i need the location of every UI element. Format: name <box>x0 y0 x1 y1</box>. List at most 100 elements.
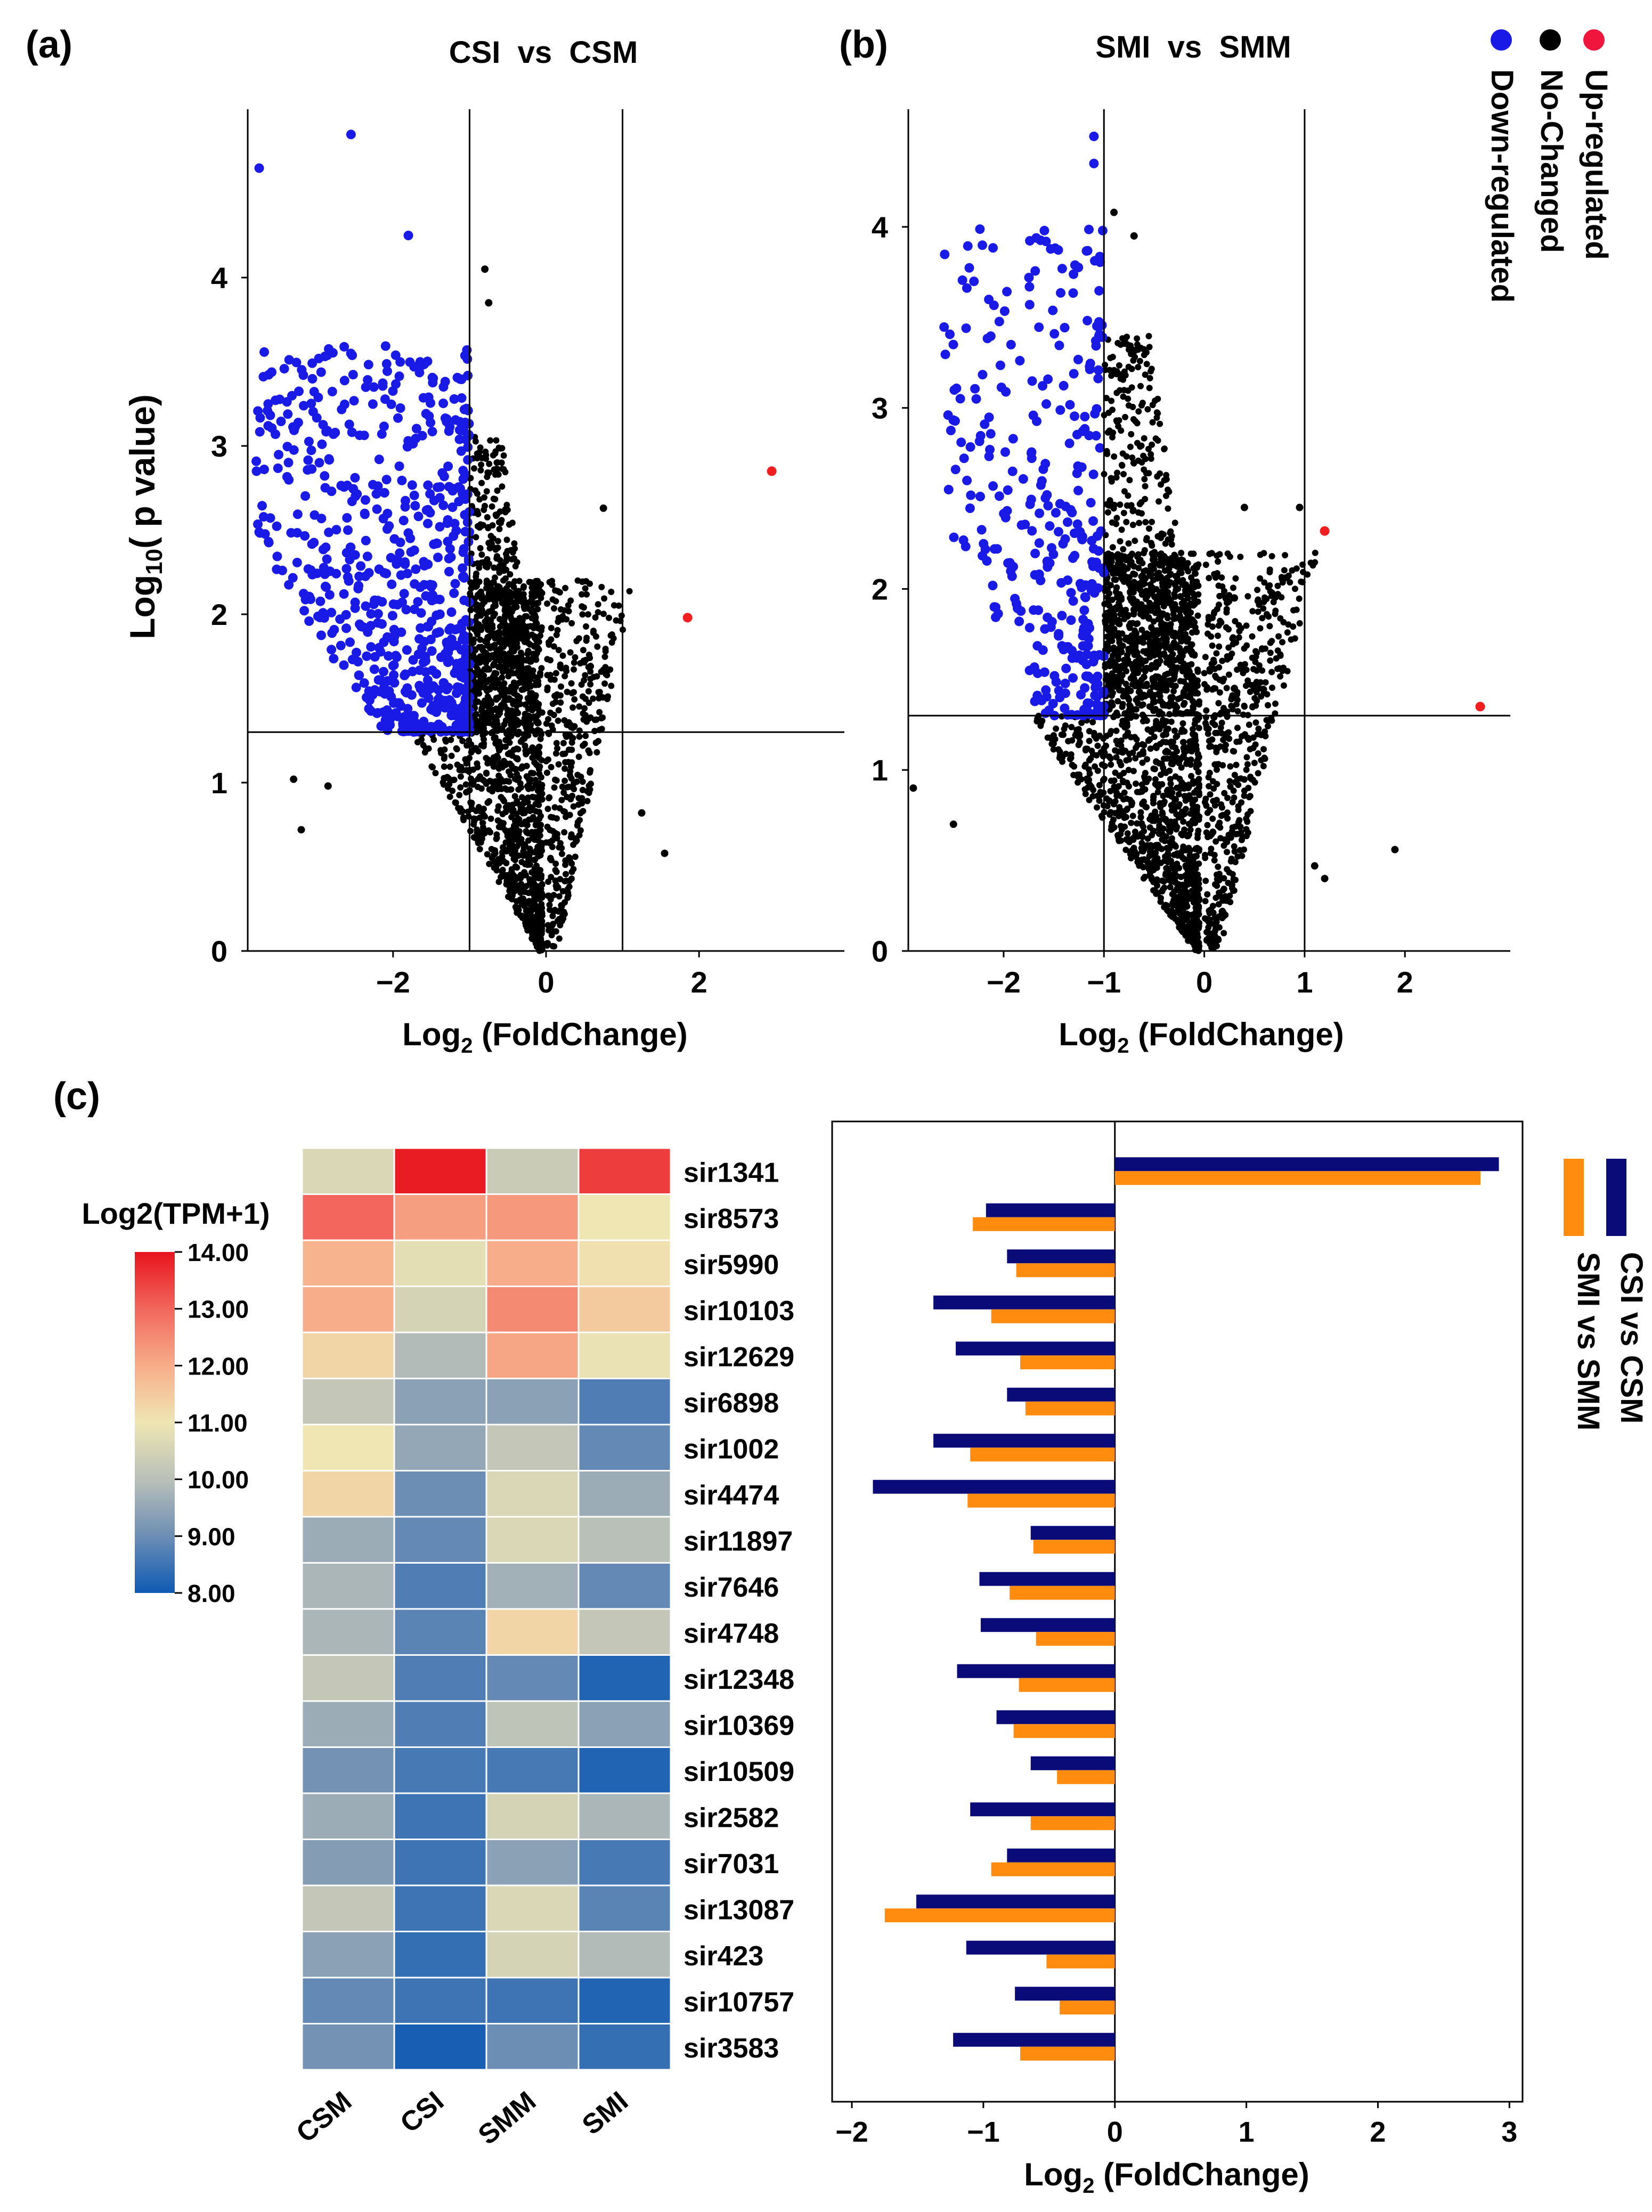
volcano-b-point-nochange <box>1155 599 1162 606</box>
volcano-a-point-nochange <box>552 867 559 874</box>
volcano-a-point-down <box>342 513 352 523</box>
volcano-b-point-nochange <box>1227 654 1233 661</box>
volcano-b-point-nochange <box>1265 613 1272 620</box>
volcano-b-point-nochange <box>1234 831 1241 837</box>
volcano-b-point-nochange <box>1192 881 1199 888</box>
volcano-a-point-nochange <box>561 829 568 836</box>
volcano-b-point-nochange <box>1179 720 1186 727</box>
volcano-a-point-nochange <box>561 765 568 772</box>
volcano-a-point-nochange <box>446 763 453 770</box>
volcano-a-point-down <box>434 719 444 729</box>
volcano-b-point-nochange <box>1186 847 1193 854</box>
volcano-b-point-nochange <box>1146 640 1153 647</box>
volcano-b-point-nochange <box>1260 598 1267 605</box>
volcano-a-point-nochange <box>601 653 608 660</box>
volcano-b-point-nochange <box>1216 643 1223 650</box>
volcano-b-point-nochange <box>1178 764 1185 771</box>
volcano-b-point-nochange <box>1153 637 1159 644</box>
volcano-b-point-nochange <box>1151 549 1158 556</box>
volcano-a-point-nochange <box>473 583 479 590</box>
volcano-a-point-nochange <box>519 895 526 902</box>
volcano-b-point-nochange <box>1231 848 1238 855</box>
volcano-a-point-nochange <box>492 740 499 747</box>
volcano-a-point-down <box>384 521 394 531</box>
volcano-a-point-down <box>284 580 294 590</box>
volcano-b-point-nochange <box>1113 792 1120 799</box>
volcano-a-point-nochange <box>517 738 524 745</box>
volcano-b-point-nochange <box>1195 760 1201 767</box>
volcano-b-point-nochange <box>1163 747 1170 754</box>
volcano-b-point-nochange <box>1125 767 1132 774</box>
volcano-b-point-nochange <box>1222 836 1228 843</box>
volcano-a-point-nochange <box>508 556 515 563</box>
volcano-a-point-down <box>435 482 445 492</box>
volcano-a-point-nochange <box>608 589 615 595</box>
volcano-b-point-nochange <box>1257 575 1264 582</box>
volcano-b-point-nochange <box>1180 752 1187 759</box>
volcano-b-point-nochange <box>1116 837 1122 844</box>
volcano-b-point-nochange <box>1149 844 1155 851</box>
volcano-b-point-nochange <box>1275 633 1282 640</box>
volcano-b-point-nochange <box>1128 431 1135 437</box>
volcano-b-point-nochange <box>1228 881 1235 888</box>
volcano-a-point-nochange <box>472 617 479 624</box>
volcano-a-point-nochange <box>519 629 526 636</box>
volcano-b-point-nochange <box>1106 730 1113 737</box>
volcano-a-point-down <box>318 608 328 618</box>
volcano-a-point-nochange <box>487 705 494 712</box>
volcano-a-point-nochange <box>477 444 484 451</box>
volcano-b-point-nochange <box>1112 618 1119 625</box>
volcano-b-point-nochange <box>1165 599 1172 606</box>
volcano-b-point-nochange <box>1233 639 1240 646</box>
volcano-b-point-nochange <box>1211 851 1218 858</box>
volcano-a-point-nochange <box>531 883 538 890</box>
volcano-a-point-nochange <box>511 793 518 800</box>
volcano-b-point-nochange <box>1094 792 1101 799</box>
volcano-a-point-nochange <box>474 490 481 497</box>
volcano-a-point-nochange <box>574 822 581 829</box>
volcano-a-point-nochange <box>538 627 544 634</box>
volcano-a-point-down <box>300 491 311 501</box>
volcano-a-point-nochange <box>536 728 543 735</box>
volcano-a-point-down <box>445 640 455 650</box>
volcano-b-point-nochange <box>1088 783 1095 790</box>
volcano-a-point-down <box>361 535 371 546</box>
volcano-b-point-nochange <box>1107 809 1114 816</box>
volcano-b-point-nochange <box>1122 733 1129 739</box>
volcano-a-point-down <box>417 430 427 441</box>
volcano-b-point-nochange <box>1265 723 1271 729</box>
volcano-b-point-nochange <box>1209 719 1216 726</box>
volcano-a-point-nochange <box>566 877 573 884</box>
volcano-a-point-nochange <box>539 847 546 854</box>
volcano-b-point-nochange <box>1202 562 1209 568</box>
volcano-a-point-down <box>446 607 457 617</box>
volcano-b-point-nochange <box>1194 682 1201 689</box>
volcano-a-point-down <box>304 436 314 446</box>
volcano-b-point-nochange <box>1194 717 1201 723</box>
volcano-a-point-down <box>396 627 406 637</box>
volcano-a-point-down <box>257 501 267 511</box>
volcano-a-point-down <box>432 669 442 679</box>
volcano-b-point-nochange <box>1114 810 1121 817</box>
volcano-a-point-nochange <box>585 700 592 706</box>
volcano-a-point-nochange <box>515 595 522 602</box>
volcano-b-point-nochange <box>1134 695 1141 702</box>
volcano-a-point-down <box>437 468 447 478</box>
volcano-a-point-nochange <box>486 719 493 726</box>
volcano-a-point-nochange <box>489 503 495 510</box>
volcano-b-point-nochange <box>1203 829 1210 836</box>
volcano-a-point-nochange <box>471 465 477 472</box>
volcano-b-point-nochange <box>1170 861 1177 868</box>
volcano-b-point-nochange <box>1233 701 1240 707</box>
volcano-b-point-nochange <box>1174 733 1181 739</box>
volcano-b-point-nochange <box>1089 719 1096 726</box>
volcano-a-point-down <box>293 418 303 428</box>
volcano-a-point-nochange <box>553 739 560 746</box>
volcano-a-point-down <box>463 537 474 547</box>
volcano-b-point-nochange <box>1214 780 1220 787</box>
volcano-a-point-down <box>258 512 268 522</box>
volcano-b-point-nochange <box>1125 492 1132 499</box>
volcano-a-point-nochange <box>551 605 557 612</box>
volcano-a-point-nochange <box>559 652 566 659</box>
